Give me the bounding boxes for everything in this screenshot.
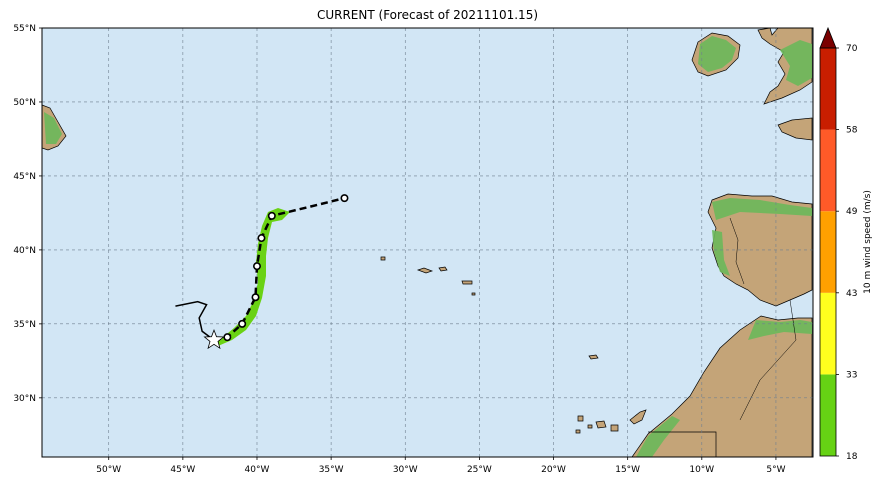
forecast-point xyxy=(251,293,260,302)
land-azores-2 xyxy=(438,266,448,272)
tick-label-lat: 40°N xyxy=(13,246,36,256)
colorbar-tick-label: 43 xyxy=(846,289,857,299)
graticule xyxy=(42,28,813,457)
colorbar-extend-arrow xyxy=(819,26,837,49)
colorbar-label: 10 m wind speed (m/s) xyxy=(863,190,873,294)
tick-label-lon: 45°W xyxy=(170,465,195,475)
tick-label-lon: 40°W xyxy=(245,465,270,475)
map-title: CURRENT (Forecast of 20211101.15) xyxy=(316,8,539,22)
forecast-point xyxy=(340,194,349,203)
colorbar-segment xyxy=(820,374,836,456)
tick-label-lat: 30°N xyxy=(13,394,36,404)
forecast-point xyxy=(238,319,247,328)
tick-label-lat: 50°N xyxy=(13,98,36,108)
tick-label-lat: 35°N xyxy=(13,320,36,330)
colorbar-segment xyxy=(820,129,836,212)
tick-label-lon: 35°W xyxy=(319,465,344,475)
colorbar-tick-label: 33 xyxy=(846,370,857,380)
land-canary-2 xyxy=(595,420,607,429)
colorbar-tick-label: 18 xyxy=(846,452,858,462)
wind-swath xyxy=(210,208,290,346)
veg-iberia-west xyxy=(712,230,730,276)
border-spain-portugal xyxy=(729,217,745,285)
tick-label-lon: 20°W xyxy=(541,465,566,475)
veg-ireland xyxy=(698,36,736,72)
land-canary-6 xyxy=(587,424,593,429)
vegetation-layer xyxy=(44,36,812,457)
map-frame xyxy=(41,27,814,458)
wind-speed-colorbar: 18 33 43 49 58 70 xyxy=(819,26,858,462)
tick-label-lat: 55°N xyxy=(13,24,36,34)
land-canary-3 xyxy=(610,424,619,432)
latitude-ticks: 55°N 50°N 45°N 40°N 35°N 30°N xyxy=(13,24,42,404)
colorbar-segment xyxy=(820,211,836,293)
land-canary-1 xyxy=(577,415,584,422)
tick-label-lon: 15°W xyxy=(615,465,640,475)
border-algeria xyxy=(739,299,797,421)
forecast-point xyxy=(223,333,232,342)
veg-britain xyxy=(780,40,812,86)
forecast-point xyxy=(267,211,276,220)
land-azores-3 xyxy=(461,280,473,285)
colorbar-tick-label: 49 xyxy=(846,207,858,217)
veg-newfoundland xyxy=(44,112,62,144)
forecast-point xyxy=(252,262,261,271)
border-morocco-west-sahara xyxy=(648,431,717,457)
veg-morocco xyxy=(748,320,812,340)
tick-label-lon: 50°W xyxy=(96,465,121,475)
land-canary-4 xyxy=(629,409,647,425)
colorbar-frame xyxy=(819,47,837,457)
colorbar-tick-label: 58 xyxy=(846,126,858,136)
longitude-ticks: 50°W 45°W 40°W 35°W 30°W 25°W 20°W 15°W 10°W 5°W xyxy=(96,457,786,475)
veg-sahara-coast xyxy=(636,416,680,457)
land-azores-5 xyxy=(471,292,476,296)
tick-label-lon: 10°W xyxy=(689,465,714,475)
forecast-point xyxy=(257,234,266,243)
land-azores-1 xyxy=(416,267,434,274)
ocean-background xyxy=(42,28,813,457)
colorbar-tick-label: 70 xyxy=(846,44,858,54)
forecast-points xyxy=(223,194,349,342)
land-madeira xyxy=(588,354,599,360)
land-brittany xyxy=(777,117,813,141)
land-canary-5 xyxy=(575,429,581,434)
tick-label-lon: 5°W xyxy=(766,465,785,475)
past-track-line xyxy=(175,300,215,341)
current-position-star xyxy=(203,328,225,350)
tick-label-lon: 25°W xyxy=(467,465,492,475)
tick-label-lon: 30°W xyxy=(393,465,418,475)
veg-iberia-north xyxy=(712,198,812,220)
colorbar-segment xyxy=(820,292,836,375)
land-azores-4 xyxy=(380,256,386,261)
tick-label-lat: 45°N xyxy=(13,172,36,182)
colorbar-segment xyxy=(820,48,836,130)
